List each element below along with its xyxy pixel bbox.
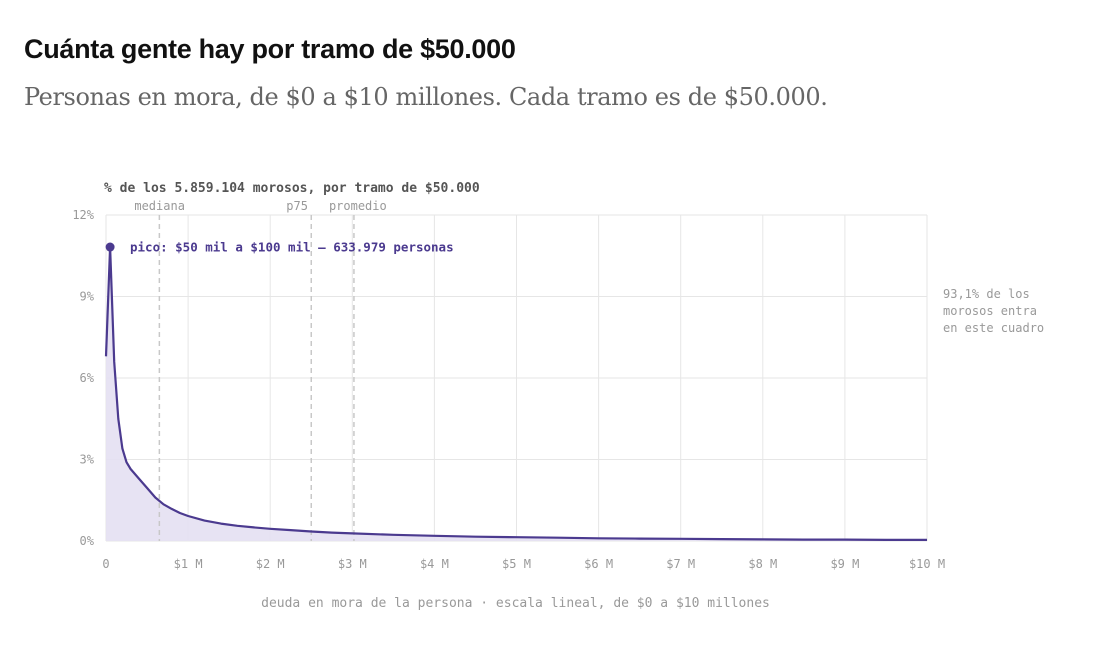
side-note-line: 93,1% de los xyxy=(943,287,1030,301)
reference-line-label: p75 xyxy=(286,199,308,213)
x-tick-label: $10 M xyxy=(909,557,945,571)
y-tick-label: 0% xyxy=(80,534,95,548)
y-axis-ticks: 0% 3% 6% 9% 12% xyxy=(72,208,94,548)
side-note-line: en este cuadro xyxy=(943,321,1044,335)
grid xyxy=(105,214,928,542)
y-tick-label: 9% xyxy=(80,290,95,304)
x-axis-ticks: 0 $1 M $2 M $3 M $4 M $5 M $6 M $7 M $8 M $9 M $10… xyxy=(102,557,945,571)
side-note-line: morosos entra xyxy=(943,304,1037,318)
x-tick-label: 0 xyxy=(102,557,109,571)
x-axis-label: deuda en mora de la persona · escala lin… xyxy=(261,596,770,611)
y-axis-label: % de los 5.859.104 morosos, por tramo de… xyxy=(104,181,480,196)
x-tick-label: $2 M xyxy=(256,557,285,571)
y-tick-label: 3% xyxy=(80,453,95,467)
reference-line-label: mediana xyxy=(134,199,185,213)
x-tick-label: $8 M xyxy=(748,557,777,571)
peak-marker xyxy=(105,242,115,252)
x-tick-label: $3 M xyxy=(338,557,367,571)
chart-subtitle: Personas en mora, de $0 a $10 millones. … xyxy=(24,83,828,111)
y-tick-label: 12% xyxy=(72,208,94,222)
x-tick-label: $9 M xyxy=(830,557,859,571)
distribution-line xyxy=(104,246,927,541)
x-tick-label: $6 M xyxy=(584,557,613,571)
reference-line-label: promedio xyxy=(329,199,387,213)
x-tick-label: $7 M xyxy=(666,557,695,571)
x-tick-label: $1 M xyxy=(174,557,203,571)
chart-title: Cuánta gente hay por tramo de $50.000 xyxy=(24,34,516,64)
side-note: 93,1% de los morosos entra en este cuadr… xyxy=(943,287,1044,335)
x-tick-label: $4 M xyxy=(420,557,449,571)
peak-annotation: pico: $50 mil a $100 mil — 633.979 perso… xyxy=(130,240,454,255)
reference-lines: mediana p75 promedio xyxy=(134,199,387,541)
x-tick-label: $5 M xyxy=(502,557,531,571)
y-tick-label: 6% xyxy=(80,371,95,385)
